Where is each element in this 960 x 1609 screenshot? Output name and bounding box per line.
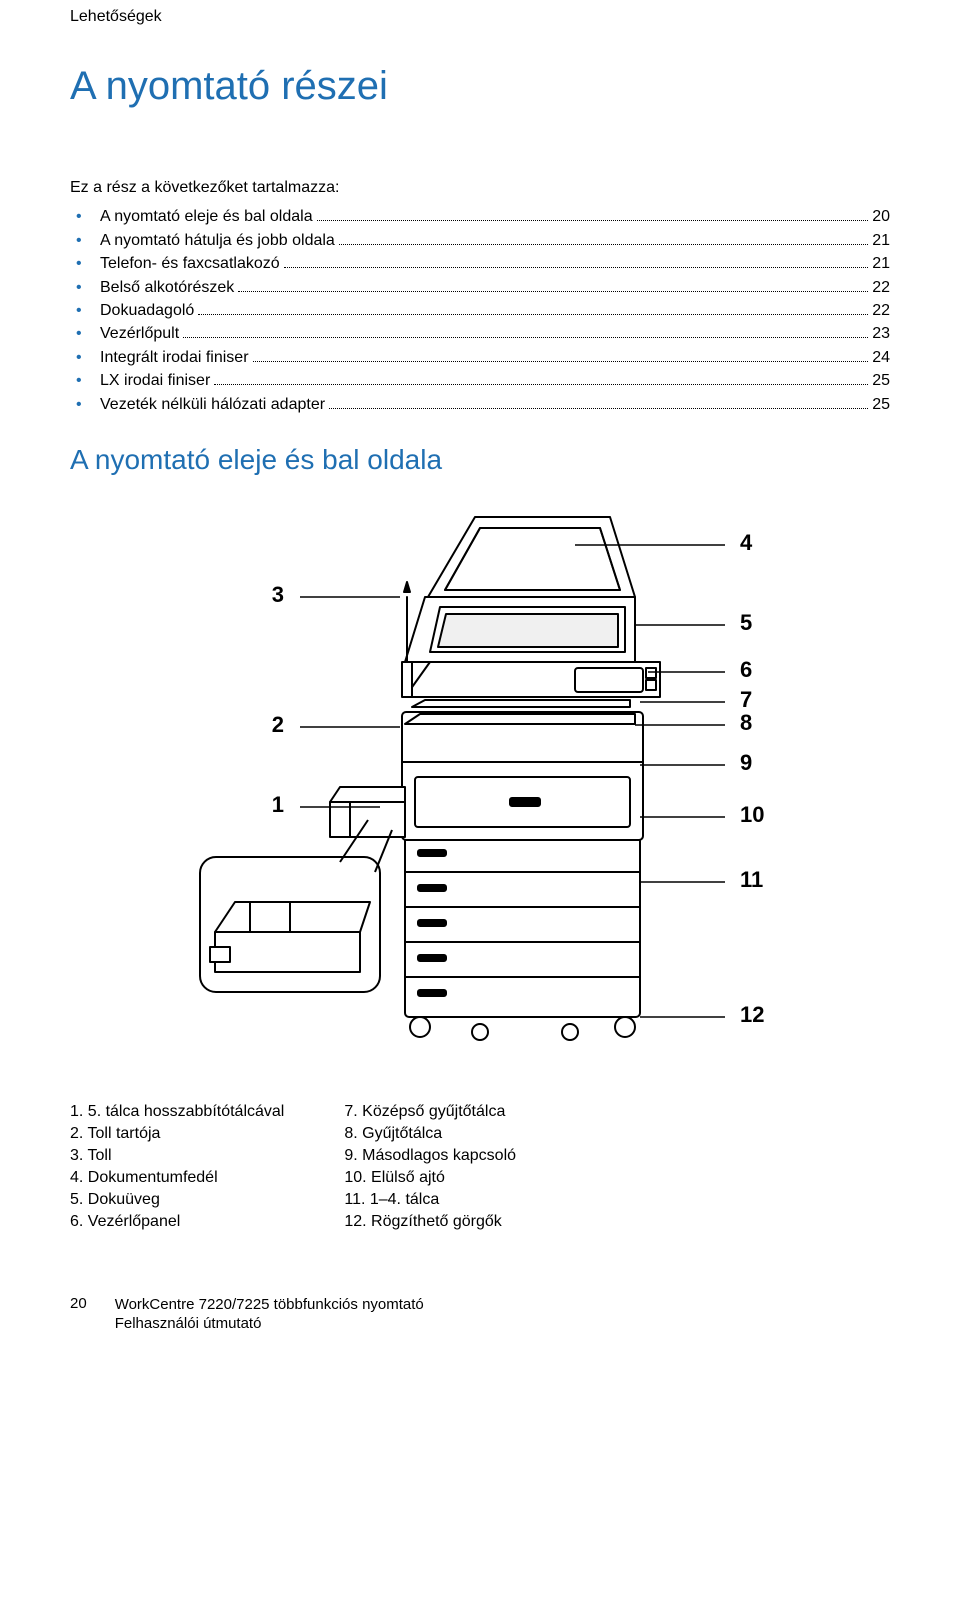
bullet-icon: • [70, 325, 100, 343]
bullet-icon: • [70, 349, 100, 367]
svg-text:6: 6 [740, 657, 752, 682]
toc-page: 24 [872, 349, 890, 367]
toc-dots [284, 254, 869, 268]
toc-label: Dokuadagoló [100, 302, 194, 320]
svg-text:1: 1 [272, 792, 284, 817]
page-title: A nyomtató részei [70, 64, 890, 109]
legend-item: 6. Vezérlőpanel [70, 1213, 284, 1231]
toc-label: Integrált irodai finiser [100, 349, 249, 367]
toc-label: Vezeték nélküli hálózati adapter [100, 396, 325, 414]
legend-item: 3. Toll [70, 1147, 284, 1165]
toc-label: A nyomtató eleje és bal oldala [100, 208, 313, 226]
toc-dots [339, 230, 868, 244]
bullet-icon: • [70, 255, 100, 273]
legend-item: 10. Elülső ajtó [344, 1169, 516, 1187]
toc-dots [183, 324, 868, 338]
legend-item: 8. Gyűjtőtálca [344, 1125, 516, 1143]
footer-text: WorkCentre 7220/7225 többfunkciós nyomta… [115, 1295, 424, 1334]
toc-page: 25 [872, 372, 890, 390]
svg-text:12: 12 [740, 1002, 764, 1027]
svg-text:7: 7 [740, 687, 752, 712]
toc-dots [214, 371, 868, 385]
svg-text:11: 11 [740, 867, 763, 892]
svg-text:9: 9 [740, 750, 752, 775]
section-subtitle: A nyomtató eleje és bal oldala [70, 444, 890, 476]
toc-page: 22 [872, 302, 890, 320]
toc-item: •Dokuadagoló 22 [70, 301, 890, 320]
toc-dots [329, 394, 868, 408]
legend-left: 1. 5. tálca hosszabbítótálcával 2. Toll t… [70, 1103, 284, 1235]
toc-label: Belső alkotórészek [100, 279, 234, 297]
toc-page: 21 [872, 232, 890, 250]
svg-text:5: 5 [740, 610, 752, 635]
legend-item: 2. Toll tartója [70, 1125, 284, 1143]
legend-item: 4. Dokumentumfedél [70, 1169, 284, 1187]
svg-text:8: 8 [740, 710, 752, 735]
legend-item: 7. Középső gyűjtőtálca [344, 1103, 516, 1121]
legend-right: 7. Középső gyűjtőtálca 8. Gyűjtőtálca 9. M… [344, 1103, 516, 1235]
toc-item: •A nyomtató eleje és bal oldala 20 [70, 207, 890, 226]
intro-text: Ez a rész a következőket tartalmazza: [70, 179, 890, 197]
toc-label: A nyomtató hátulja és jobb oldala [100, 232, 335, 250]
bullet-icon: • [70, 372, 100, 390]
toc-page: 22 [872, 279, 890, 297]
legend-item: 12. Rögzíthető görgők [344, 1213, 516, 1231]
toc-item: •Vezeték nélküli hálózati adapter 25 [70, 394, 890, 413]
chapter-label: Lehetőségek [70, 8, 890, 26]
svg-text:4: 4 [740, 530, 753, 555]
toc-item: •Telefon- és faxcsatlakozó 21 [70, 254, 890, 273]
toc-dots [253, 347, 869, 361]
legend-item: 5. Dokuüveg [70, 1191, 284, 1209]
toc-item: •Belső alkotórészek 22 [70, 277, 890, 296]
toc-item: •A nyomtató hátulja és jobb oldala 21 [70, 230, 890, 249]
toc-dots [238, 277, 868, 291]
legend-item: 9. Másodlagos kapcsoló [344, 1147, 516, 1165]
bullet-icon: • [70, 302, 100, 320]
toc-page: 21 [872, 255, 890, 273]
toc-label: Vezérlőpult [100, 325, 179, 343]
toc-page: 23 [872, 325, 890, 343]
legend-item: 1. 5. tálca hosszabbítótálcával [70, 1103, 284, 1121]
toc-dots [317, 207, 869, 221]
bullet-icon: • [70, 279, 100, 297]
bullet-icon: • [70, 396, 100, 414]
page-number: 20 [70, 1295, 87, 1312]
toc-dots [198, 301, 868, 315]
toc-label: Telefon- és faxcsatlakozó [100, 255, 280, 273]
svg-text:2: 2 [272, 712, 284, 737]
printer-diagram: 3 2 1 4 5 6 78 9 10 11 12 [70, 502, 890, 1067]
toc-page: 25 [872, 396, 890, 414]
toc-page: 20 [872, 208, 890, 226]
legend-columns: 1. 5. tálca hosszabbítótálcával 2. Toll t… [70, 1103, 890, 1235]
footer-line1: WorkCentre 7220/7225 többfunkciós nyomta… [115, 1295, 424, 1315]
footer-line2: Felhasználói útmutató [115, 1314, 424, 1334]
svg-text:3: 3 [272, 582, 284, 607]
legend-item: 11. 1–4. tálca [344, 1191, 516, 1209]
bullet-icon: • [70, 208, 100, 226]
toc-label: LX irodai finiser [100, 372, 210, 390]
toc-item: •Integrált irodai finiser 24 [70, 347, 890, 366]
bullet-icon: • [70, 232, 100, 250]
page-footer: 20 WorkCentre 7220/7225 többfunkciós nyo… [70, 1295, 890, 1334]
toc-item: •Vezérlőpult 23 [70, 324, 890, 343]
svg-text:10: 10 [740, 802, 764, 827]
toc-item: •LX irodai finiser 25 [70, 371, 890, 390]
table-of-contents: •A nyomtató eleje és bal oldala20•A nyom… [70, 207, 890, 414]
